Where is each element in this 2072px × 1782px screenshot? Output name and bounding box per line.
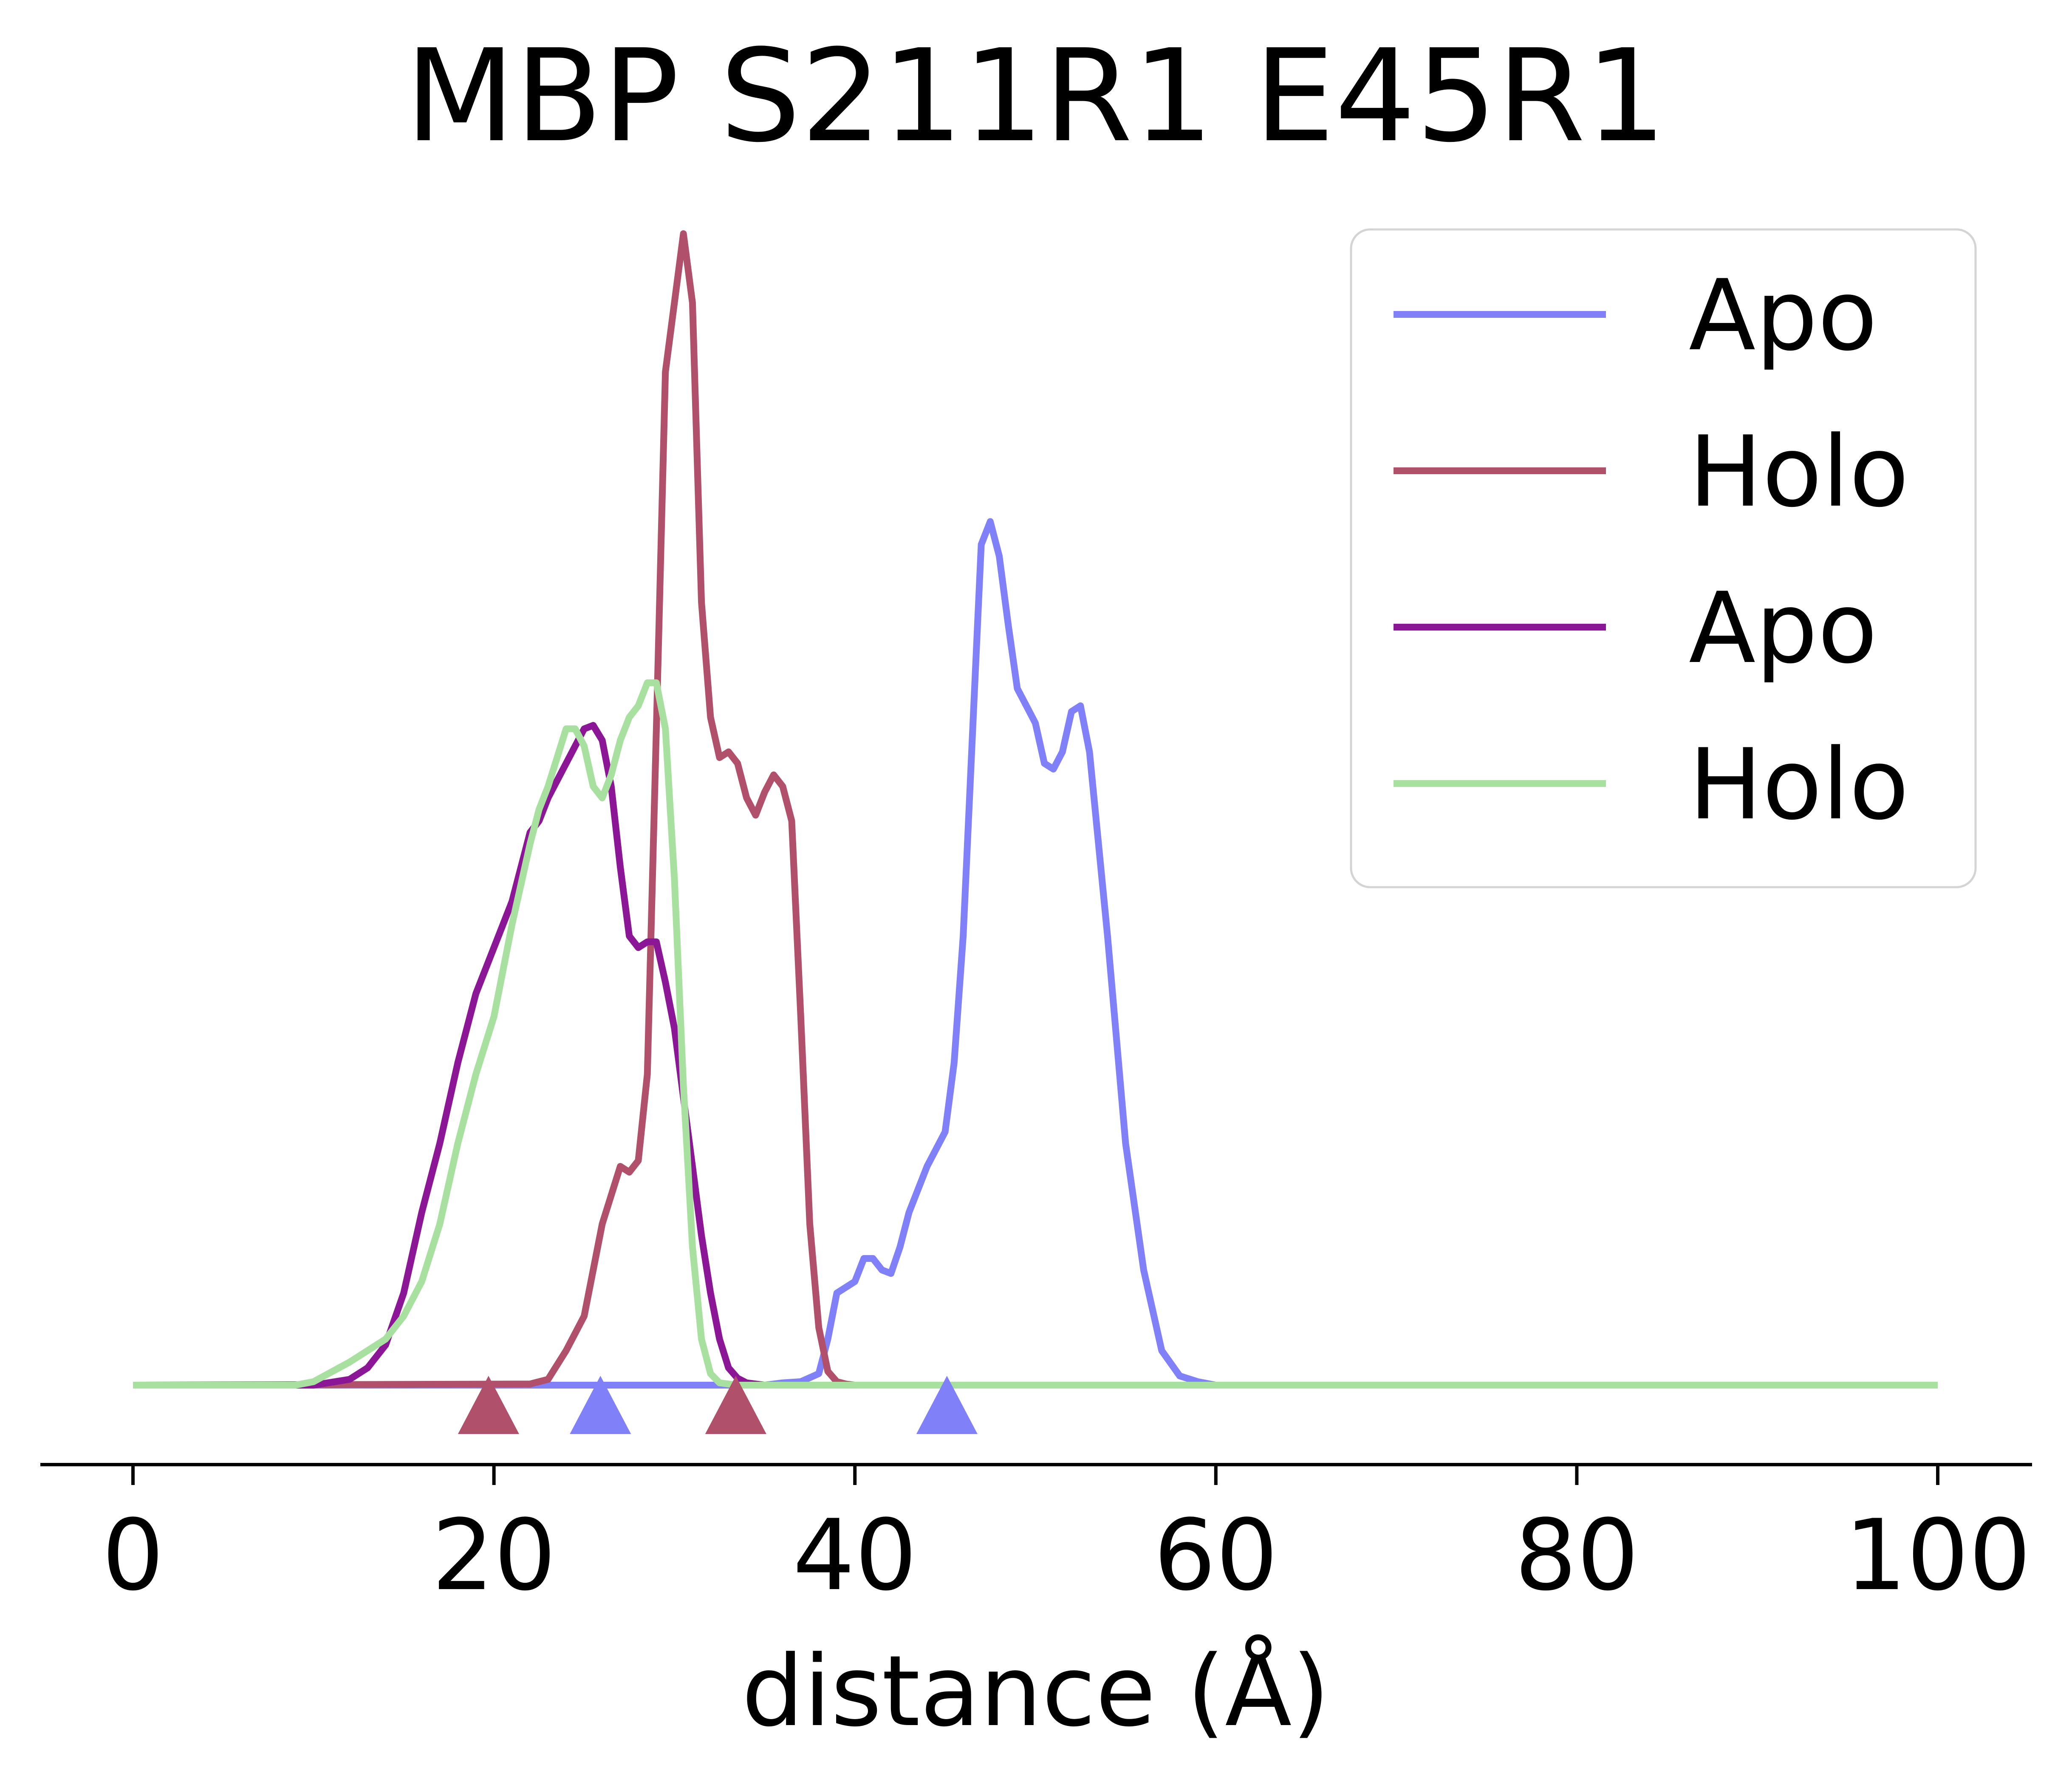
mean-marker-2 [570, 1376, 631, 1434]
x-ticks: 0 20 40 60 80 100 [102, 1465, 2031, 1612]
series-line-1-apo [133, 518, 1938, 1389]
x-tick-label-20: 20 [432, 1499, 556, 1612]
legend-label-4: Holo [1689, 728, 1909, 842]
legend-frame [1350, 228, 1977, 888]
x-tick-label-80: 80 [1515, 1499, 1639, 1612]
legend: Apo Holo Apo Holo [1350, 228, 1977, 888]
series-line-4-holo [133, 679, 1938, 1389]
legend-label-3: Apo [1689, 572, 1877, 685]
series-line-2-holo [133, 230, 1938, 1389]
mean-marker-4 [916, 1376, 978, 1434]
chart-title: MBP S211R1 E45R1 [405, 22, 1666, 170]
x-axis-label: distance (Å) [742, 1634, 1330, 1748]
legend-label-1: Apo [1689, 259, 1877, 373]
mean-marker-1 [458, 1376, 519, 1434]
series-line-3-apo [133, 722, 1938, 1389]
marker-layer [458, 1376, 978, 1434]
x-tick-label-40: 40 [793, 1499, 917, 1612]
mean-marker-3 [705, 1376, 766, 1434]
x-tick-label-60: 60 [1153, 1499, 1278, 1612]
x-tick-label-0: 0 [102, 1499, 164, 1612]
legend-label-2: Holo [1689, 416, 1909, 529]
x-tick-label-100: 100 [1845, 1499, 2031, 1612]
series-layer [133, 230, 1938, 1389]
